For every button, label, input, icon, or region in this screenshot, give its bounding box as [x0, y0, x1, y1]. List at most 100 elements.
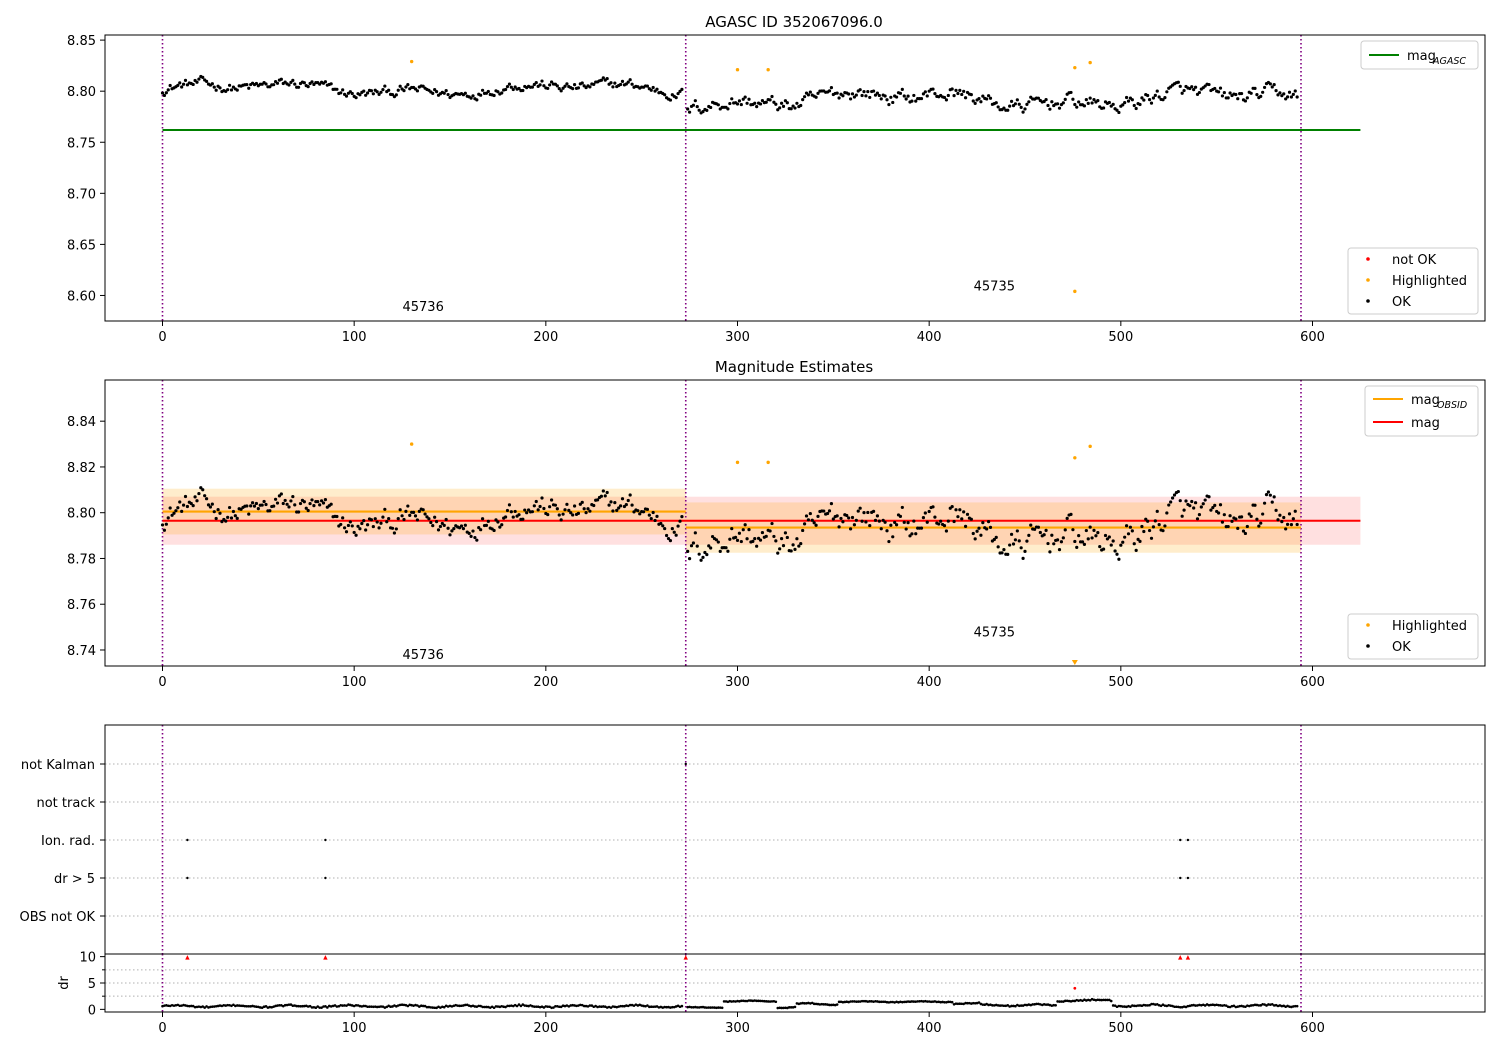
dr-point	[1031, 1003, 1034, 1006]
ok-point	[289, 499, 293, 503]
ok-point	[567, 508, 571, 512]
dr-point	[628, 1003, 632, 1007]
ok-point	[1036, 96, 1041, 100]
dr-clipped-marker	[185, 955, 190, 960]
obsid-label: 45736	[402, 648, 443, 663]
ok-point	[977, 526, 981, 530]
ok-point	[496, 90, 500, 94]
ok-point	[789, 107, 793, 111]
ok-point	[902, 520, 906, 524]
ok-point	[459, 524, 464, 528]
ok-point	[894, 523, 899, 527]
dr-point	[1109, 999, 1113, 1003]
dr-point	[189, 1004, 193, 1008]
ok-point	[912, 93, 916, 98]
ok-point	[1274, 89, 1278, 93]
dr-point	[299, 1005, 302, 1008]
ok-point	[262, 499, 266, 504]
ok-point	[249, 504, 253, 508]
dr-point	[1182, 1005, 1186, 1008]
dr-point	[492, 1006, 496, 1010]
ok-point	[881, 518, 885, 522]
ok-point	[287, 505, 291, 509]
ok-point	[392, 531, 397, 535]
ok-point	[1289, 95, 1294, 99]
ok-point	[1201, 502, 1205, 506]
ok-point	[525, 511, 529, 515]
dr-point	[1150, 1002, 1153, 1006]
ok-point	[1061, 101, 1065, 105]
ok-point	[1272, 495, 1276, 499]
panel-mag-axes	[104, 379, 1486, 667]
y-tick-label: 5	[88, 977, 96, 992]
ok-point	[1075, 105, 1079, 109]
ok-point	[352, 530, 356, 535]
dr-point	[1136, 1004, 1140, 1007]
ok-point	[697, 108, 701, 112]
ok-point	[1096, 98, 1100, 103]
dr-point	[789, 1006, 793, 1009]
highlighted-point	[409, 59, 414, 64]
dr-point	[372, 1005, 375, 1009]
ok-point	[580, 81, 584, 85]
ok-point	[611, 509, 615, 513]
ok-point	[1255, 517, 1259, 521]
ok-point	[379, 521, 383, 525]
ok-point	[1289, 523, 1294, 527]
ok-point	[745, 537, 749, 541]
dr-point	[971, 1001, 975, 1005]
ok-point	[925, 94, 929, 98]
ok-point	[446, 92, 450, 97]
ok-point	[1247, 512, 1251, 516]
dr-point	[851, 1000, 854, 1003]
dr-point	[991, 1004, 994, 1007]
ok-point	[1182, 88, 1186, 93]
ok-point	[260, 503, 264, 507]
ok-point	[588, 509, 592, 513]
dr-point	[782, 1006, 785, 1010]
dr-point	[625, 1004, 628, 1007]
ok-point	[559, 89, 563, 93]
ok-point	[1002, 547, 1006, 552]
x-tick-label: 100	[342, 330, 367, 345]
ok-point	[1111, 539, 1115, 543]
ok-point	[387, 516, 391, 521]
ok-point	[1163, 524, 1167, 528]
ok-point	[728, 537, 732, 541]
ok-point	[661, 524, 665, 528]
dr-point	[1054, 1004, 1057, 1007]
ok-point	[985, 527, 989, 531]
dr-point	[998, 1004, 1002, 1007]
dr-point	[1056, 1000, 1059, 1003]
ok-point	[785, 101, 789, 105]
dr-point	[295, 1004, 298, 1008]
dr-point	[743, 999, 747, 1003]
ok-point	[471, 529, 475, 533]
ok-point	[663, 93, 667, 97]
dr-point	[1194, 1004, 1197, 1007]
ok-point	[316, 499, 320, 504]
ok-point	[624, 503, 628, 507]
dr-point	[1006, 1004, 1010, 1007]
ok-point	[1036, 525, 1041, 529]
dr-point	[600, 1005, 603, 1009]
ok-point	[1151, 525, 1156, 529]
ok-point	[555, 507, 559, 511]
ok-point	[1057, 106, 1062, 110]
x-tick-label: 600	[1300, 330, 1325, 345]
ok-point	[1057, 548, 1062, 552]
ok-point	[655, 514, 659, 518]
dr-point	[504, 1005, 507, 1009]
dr-point	[818, 1003, 822, 1006]
dr-point	[339, 1004, 343, 1007]
dr-point	[1154, 1003, 1157, 1006]
dr-point	[609, 1006, 613, 1009]
dr-point	[533, 1005, 536, 1008]
ok-point	[1213, 503, 1217, 507]
dr-point	[569, 1004, 573, 1007]
dr-point	[442, 1005, 446, 1009]
ok-point	[1140, 524, 1144, 529]
ok-point	[950, 505, 954, 509]
ok-point	[1282, 92, 1286, 96]
ok-point	[1059, 540, 1064, 544]
